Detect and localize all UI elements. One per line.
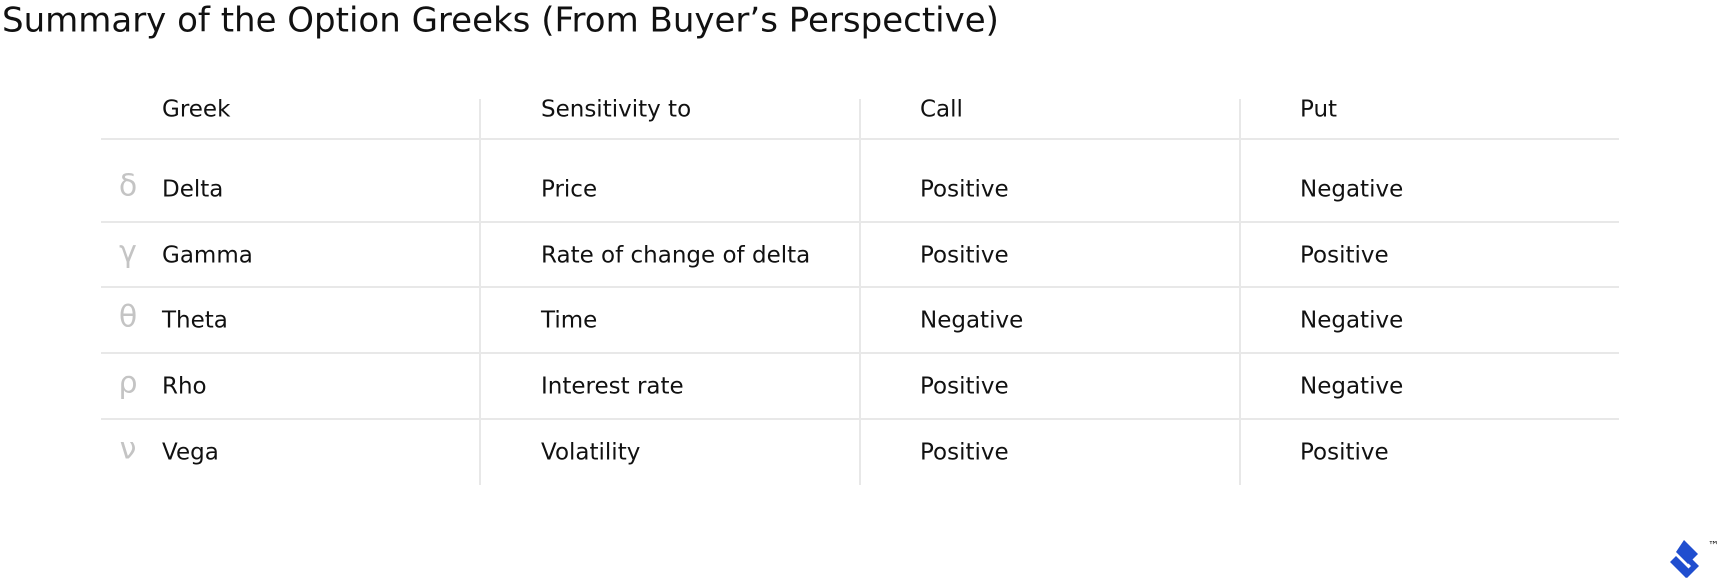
table-cell: Rate of change of delta xyxy=(541,243,810,269)
column-header: Greek xyxy=(162,97,231,123)
table-cell: Positive xyxy=(920,374,1009,400)
table-cell: Theta xyxy=(161,308,228,334)
table-cell: Positive xyxy=(1300,243,1389,269)
column-header: Put xyxy=(1300,97,1337,123)
greek-symbol: δ xyxy=(119,169,137,204)
table-cell: Vega xyxy=(162,440,219,466)
table-cell: Positive xyxy=(920,243,1009,269)
page-title: Summary of the Option Greeks (From Buyer… xyxy=(2,1,999,41)
table-cell: Gamma xyxy=(162,243,253,269)
greek-symbol: ρ xyxy=(118,366,137,401)
table-cell: Positive xyxy=(920,177,1009,203)
table-cell: Delta xyxy=(162,177,223,203)
logo-shape xyxy=(1677,548,1699,578)
table-cell: Interest rate xyxy=(541,374,684,400)
greek-symbol: ν xyxy=(120,432,137,467)
table-cell: Negative xyxy=(1300,308,1403,334)
table-cell: Volatility xyxy=(541,440,640,466)
table-cell: Negative xyxy=(1300,177,1403,203)
table-cell: Time xyxy=(540,308,597,334)
table-cell: Negative xyxy=(1300,374,1403,400)
greek-symbol: θ xyxy=(119,300,137,335)
table-cell: Negative xyxy=(920,308,1023,334)
table-cell: Price xyxy=(541,177,597,203)
trademark: ™ xyxy=(1708,539,1719,552)
table-cell: Rho xyxy=(162,374,207,400)
toptal-logo xyxy=(1670,540,1699,578)
column-header: Sensitivity to xyxy=(541,97,691,123)
table-cell: Positive xyxy=(1300,440,1389,466)
table-cell: Positive xyxy=(920,440,1009,466)
greek-symbol: γ xyxy=(119,235,137,270)
column-header: Call xyxy=(920,97,963,123)
